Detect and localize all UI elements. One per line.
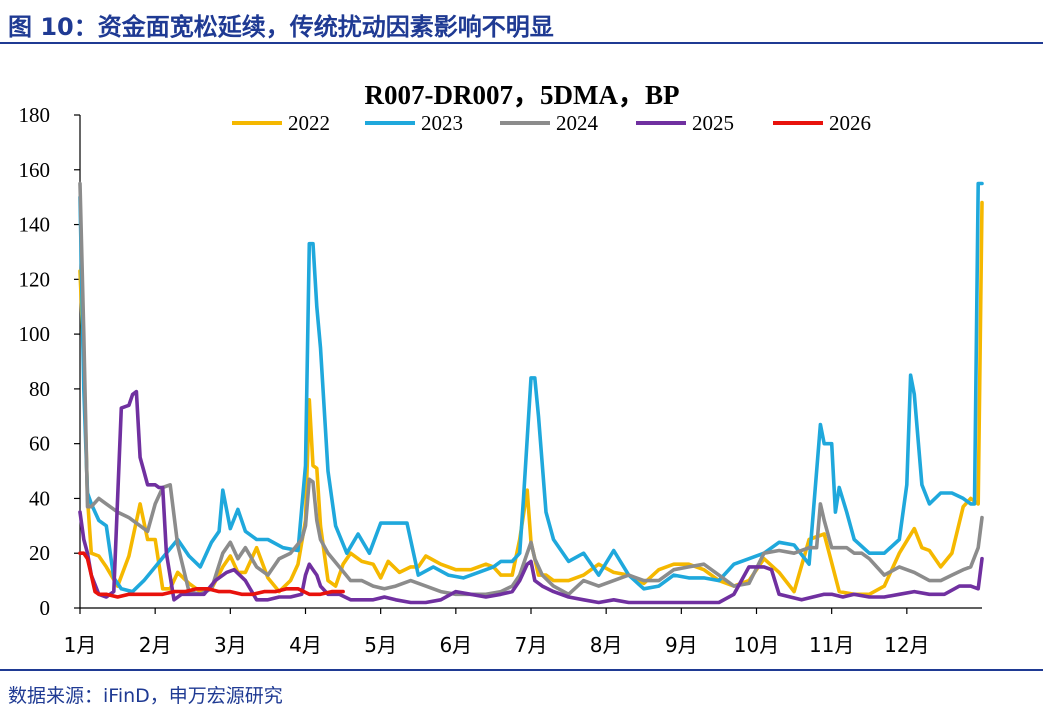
x-axis: 1月 2月 3月 4月 5月 6月 7月 8月 9月 10月 11月 12月 bbox=[64, 607, 982, 657]
legend-label-2022: 2022 bbox=[288, 111, 330, 135]
series-line-2023 bbox=[78, 181, 984, 594]
x-tick-label: 11月 bbox=[809, 633, 854, 657]
chart-title: R007-DR007，5DMA，BP bbox=[365, 80, 680, 110]
y-tick-label: 180 bbox=[19, 103, 51, 127]
x-tick-label: 8月 bbox=[590, 633, 623, 657]
y-tick-label: 160 bbox=[19, 158, 51, 182]
x-tick-label: 6月 bbox=[439, 633, 472, 657]
series-line-2026 bbox=[78, 551, 345, 599]
x-tick-label: 10月 bbox=[734, 633, 779, 657]
legend-label-2024: 2024 bbox=[556, 111, 599, 135]
x-tick-label: 4月 bbox=[289, 633, 322, 657]
source-note: 数据来源：iFinD，申万宏源研究 bbox=[8, 685, 283, 707]
y-tick-label: 80 bbox=[29, 377, 50, 401]
legend-label-2023: 2023 bbox=[421, 111, 463, 135]
x-tick-label: 7月 bbox=[515, 633, 548, 657]
y-tick-label: 100 bbox=[19, 322, 51, 346]
y-tick-label: 120 bbox=[19, 267, 51, 291]
chart-legend: 2022 2023 2024 2025 2026 bbox=[232, 111, 871, 135]
y-tick-label: 40 bbox=[29, 486, 50, 510]
bottom-rule bbox=[0, 669, 1043, 671]
x-tick-label: 5月 bbox=[364, 633, 397, 657]
top-rule bbox=[0, 42, 1043, 44]
x-tick-label: 1月 bbox=[64, 633, 97, 657]
y-tick-label: 0 bbox=[40, 596, 51, 620]
x-tick-label: 9月 bbox=[665, 633, 698, 657]
x-tick-label: 12月 bbox=[884, 633, 929, 657]
y-tick-label: 20 bbox=[29, 541, 50, 565]
x-tick-label: 3月 bbox=[214, 633, 247, 657]
series-line-2025 bbox=[78, 389, 984, 605]
legend-label-2025: 2025 bbox=[692, 111, 734, 135]
y-axis: 0 20 40 60 80 100 120 140 160 180 bbox=[19, 103, 81, 620]
x-tick-label: 2月 bbox=[139, 633, 172, 657]
y-tick-label: 140 bbox=[19, 213, 51, 237]
figure-title: 图 10：资金面宽松延续，传统扰动因素影响不明显 bbox=[8, 13, 554, 41]
plot-lines bbox=[78, 181, 984, 605]
legend-label-2026: 2026 bbox=[829, 111, 871, 135]
y-tick-label: 60 bbox=[29, 432, 50, 456]
